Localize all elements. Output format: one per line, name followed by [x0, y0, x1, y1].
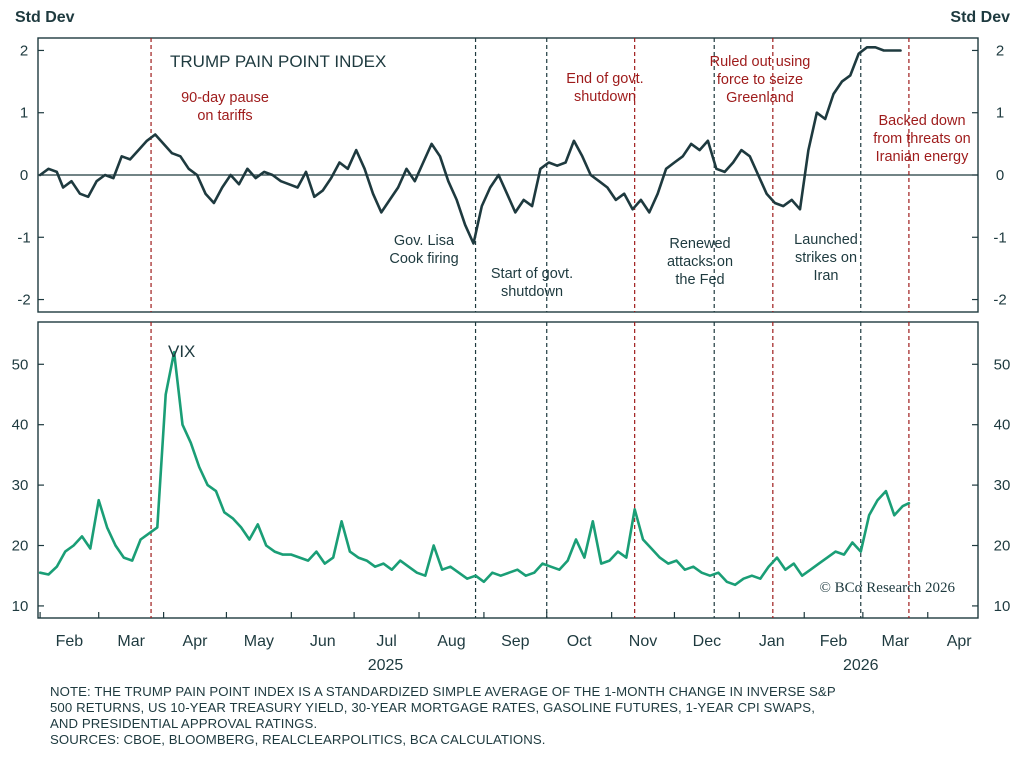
event-annotation-label: Renewed: [669, 236, 730, 252]
event-annotation-label: from threats on: [873, 131, 971, 147]
x-month-label: Mar: [882, 633, 910, 650]
event-annotation-label: Greenland: [726, 90, 794, 106]
event-annotation-label: Launched: [794, 232, 858, 248]
x-month-label: Mar: [117, 633, 145, 650]
event-annotation-label: force to seize: [717, 72, 803, 88]
index-ytick-label-left: -2: [17, 292, 30, 309]
event-annotation-label: Iran: [814, 268, 839, 284]
event-annotation-label: the Fed: [675, 272, 724, 288]
index-ytick-label-right: -2: [993, 292, 1006, 309]
event-annotation-label: on tariffs: [197, 108, 252, 124]
index-ytick-label-right: 1: [996, 105, 1004, 122]
note-line-1: NOTE: THE TRUMP PAIN POINT INDEX IS A ST…: [50, 684, 836, 699]
chart-footnote: NOTE: THE TRUMP PAIN POINT INDEX IS A ST…: [50, 684, 1010, 748]
vix-ytick-label-right: 30: [994, 477, 1011, 494]
event-annotation-label: strikes on: [795, 250, 857, 266]
event-annotation-label: shutdown: [574, 89, 636, 105]
index-ylabel-left: Std Dev: [15, 9, 75, 26]
x-month-label: Nov: [629, 633, 657, 650]
vix-ytick-label-right: 10: [994, 598, 1011, 615]
vix-ytick-label-right: 40: [994, 417, 1011, 434]
x-year-label: 2026: [843, 657, 879, 674]
x-month-label: Aug: [437, 633, 465, 650]
vix-line: [38, 350, 911, 587]
event-annotation-label: 90-day pause: [181, 90, 269, 106]
note-line-2: 500 RETURNS, US 10-YEAR TREASURY YIELD, …: [50, 700, 815, 715]
event-annotation-label: Iranian energy: [876, 149, 969, 165]
index-ytick-label-left: 2: [20, 42, 28, 59]
bca-watermark: © BCα Research 2026: [820, 580, 956, 596]
vix-ytick-label-left: 10: [12, 598, 29, 615]
x-month-label: Feb: [820, 633, 848, 650]
x-month-label: Feb: [56, 633, 84, 650]
event-annotation-label: Gov. Lisa: [394, 233, 455, 249]
vix-ytick-label-right: 50: [994, 356, 1011, 373]
note-line-3: AND PRESIDENTIAL APPROVAL RATINGS.: [50, 716, 318, 731]
event-annotation-label: End of govt.: [566, 71, 643, 87]
vix-ytick-label-left: 50: [12, 356, 29, 373]
x-month-label: Jul: [376, 633, 396, 650]
x-month-label: Oct: [567, 633, 592, 650]
index-ytick-label-left: -1: [17, 229, 30, 246]
index-ytick-label-right: 0: [996, 167, 1004, 184]
x-year-label: 2025: [368, 657, 404, 674]
event-annotation-label: Cook firing: [389, 251, 458, 267]
index-ytick-label-right: -1: [993, 229, 1006, 246]
vix-ytick-label-right: 20: [994, 538, 1011, 555]
event-annotation-label: attacks on: [667, 254, 733, 270]
vix-ytick-label-left: 40: [12, 417, 29, 434]
index-chart-title: TRUMP PAIN POINT INDEX: [170, 52, 386, 71]
event-annotation-label: Start of govt.: [491, 266, 573, 282]
event-annotation-label: Ruled out using: [710, 54, 811, 70]
note-line-4: SOURCES: CBOE, BLOOMBERG, REALCLEARPOLIT…: [50, 732, 546, 747]
index-ytick-label-right: 2: [996, 42, 1004, 59]
x-month-label: May: [244, 633, 274, 650]
x-month-label: Apr: [947, 633, 973, 650]
event-annotation-label: shutdown: [501, 284, 563, 300]
index-ylabel-right: Std Dev: [950, 9, 1010, 26]
event-annotation-label: Backed down: [878, 113, 965, 129]
index-ytick-label-left: 1: [20, 105, 28, 122]
index-ytick-label-left: 0: [20, 167, 28, 184]
x-month-label: Sep: [501, 633, 530, 650]
vix-ytick-label-left: 20: [12, 538, 29, 555]
x-month-label: Apr: [183, 633, 209, 650]
vix-panel-frame: [37, 321, 979, 619]
x-month-label: Dec: [693, 633, 721, 650]
vix-ytick-label-left: 30: [12, 477, 29, 494]
vix-chart-title: VIX: [168, 342, 195, 361]
x-month-label: Jun: [310, 633, 336, 650]
x-month-label: Jan: [759, 633, 785, 650]
trump-pain-index-line: [38, 45, 902, 245]
